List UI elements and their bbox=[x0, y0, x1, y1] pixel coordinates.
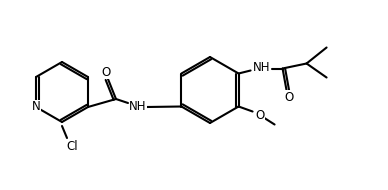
Text: NH: NH bbox=[129, 101, 147, 113]
Text: O: O bbox=[255, 109, 264, 122]
Text: N: N bbox=[32, 101, 40, 113]
Text: Cl: Cl bbox=[66, 139, 78, 153]
Text: O: O bbox=[284, 91, 293, 104]
Text: O: O bbox=[101, 66, 111, 78]
Text: NH: NH bbox=[253, 61, 270, 74]
